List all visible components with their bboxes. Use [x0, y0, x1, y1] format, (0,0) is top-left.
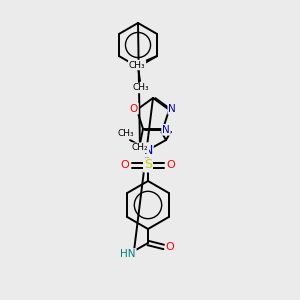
Text: O: O	[167, 160, 176, 170]
Text: O: O	[121, 160, 129, 170]
Text: O: O	[130, 104, 138, 114]
Text: N: N	[143, 143, 153, 157]
Text: O: O	[166, 242, 174, 252]
Text: N: N	[162, 125, 170, 135]
Text: CH₂: CH₂	[132, 143, 148, 152]
Text: S: S	[144, 158, 152, 172]
Text: CH₃: CH₃	[118, 130, 134, 139]
Text: CH₃: CH₃	[133, 83, 149, 92]
Text: N: N	[168, 104, 176, 114]
Text: HN: HN	[120, 249, 136, 259]
Text: CH₃: CH₃	[129, 61, 146, 70]
